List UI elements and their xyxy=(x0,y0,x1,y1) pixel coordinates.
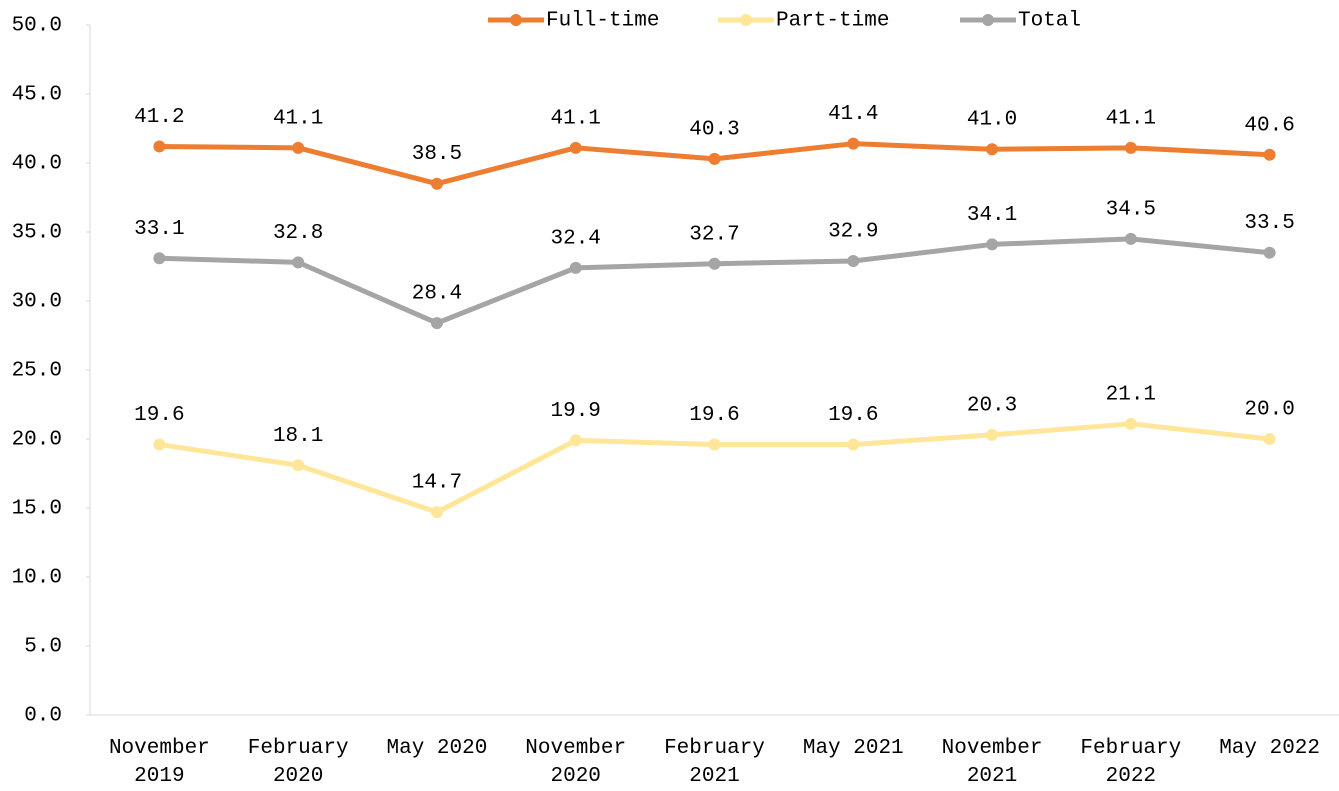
point xyxy=(569,141,582,154)
y-tick-label: 15.0 xyxy=(12,498,62,521)
y-tick-label: 5.0 xyxy=(24,636,62,659)
y-tick-label: 20.0 xyxy=(12,429,62,452)
legend-label: Total xyxy=(1018,10,1081,33)
data-label: 33.1 xyxy=(134,218,184,241)
data-label: 19.6 xyxy=(134,404,184,427)
data-label: 32.4 xyxy=(551,227,601,250)
point xyxy=(708,152,721,165)
point xyxy=(430,177,443,190)
data-label: 21.1 xyxy=(1106,383,1156,406)
point xyxy=(708,438,721,451)
point xyxy=(153,140,166,153)
point xyxy=(1124,141,1137,154)
point xyxy=(847,254,860,267)
x-tick-label: November 2021 xyxy=(941,737,1043,788)
point xyxy=(1263,148,1276,161)
point xyxy=(1263,433,1276,445)
data-label: 20.3 xyxy=(967,394,1017,417)
data-label: 33.5 xyxy=(1244,212,1294,235)
y-tick-label: 50.0 xyxy=(12,15,62,38)
y-tick-label: 25.0 xyxy=(12,360,62,383)
data-label: 41.2 xyxy=(134,106,184,129)
x-tick-label: May 2021 xyxy=(802,737,904,760)
data-label: 19.6 xyxy=(689,404,739,427)
point xyxy=(292,256,305,269)
point xyxy=(847,137,860,150)
x-tick-label: February 2022 xyxy=(1080,737,1182,788)
data-label: 41.0 xyxy=(967,109,1017,132)
point xyxy=(430,506,443,519)
legend-marker xyxy=(510,14,522,26)
point xyxy=(292,459,305,472)
x-tick-label: November 2019 xyxy=(108,737,210,788)
y-tick-label: 10.0 xyxy=(12,567,62,590)
point xyxy=(430,317,443,330)
point xyxy=(292,141,305,154)
point xyxy=(153,252,166,265)
point xyxy=(1263,246,1276,259)
point xyxy=(986,238,999,251)
x-tick-label: May 2020 xyxy=(386,737,488,760)
series-line xyxy=(159,236,1270,326)
point xyxy=(986,428,999,441)
data-label: 14.7 xyxy=(412,472,462,495)
point xyxy=(153,438,166,451)
data-label: 32.7 xyxy=(689,223,739,246)
data-label: 19.6 xyxy=(828,404,878,427)
data-label: 34.5 xyxy=(1106,198,1156,221)
y-tick-label: 40.0 xyxy=(12,153,62,176)
data-label: 34.1 xyxy=(967,204,1017,227)
point xyxy=(847,438,860,451)
data-label: 38.5 xyxy=(412,143,462,166)
data-label: 41.1 xyxy=(1106,107,1156,130)
data-label: 41.1 xyxy=(551,107,601,130)
legend-label: Full-time xyxy=(546,10,659,33)
data-label: 32.9 xyxy=(828,221,878,244)
y-tick-label: 45.0 xyxy=(12,84,62,107)
x-tick-label: November 2020 xyxy=(525,737,627,788)
data-label: 18.1 xyxy=(273,425,323,448)
data-label: 40.3 xyxy=(689,118,739,141)
data-label: 28.4 xyxy=(412,283,462,306)
point xyxy=(569,434,582,447)
legend-marker xyxy=(740,14,752,26)
series-line xyxy=(159,421,1270,515)
data-label: 41.4 xyxy=(828,103,878,126)
y-tick-label: 30.0 xyxy=(12,291,62,314)
y-tick-label: 35.0 xyxy=(12,222,62,245)
point xyxy=(1124,232,1137,245)
data-label: 40.6 xyxy=(1244,114,1294,137)
x-tick-label: February 2020 xyxy=(247,737,349,788)
legend-label: Part-time xyxy=(776,10,889,33)
point xyxy=(986,143,999,156)
point xyxy=(708,257,721,270)
y-tick-label: 0.0 xyxy=(24,705,62,728)
data-label: 32.8 xyxy=(273,222,323,245)
legend-marker xyxy=(982,14,994,26)
point xyxy=(1124,417,1137,430)
data-label: 19.9 xyxy=(551,400,601,423)
point xyxy=(569,261,582,274)
data-label: 41.1 xyxy=(273,107,323,130)
data-label: 20.0 xyxy=(1244,399,1294,422)
x-tick-label: February 2021 xyxy=(664,737,765,788)
x-tick-label: May 2022 xyxy=(1219,737,1321,760)
